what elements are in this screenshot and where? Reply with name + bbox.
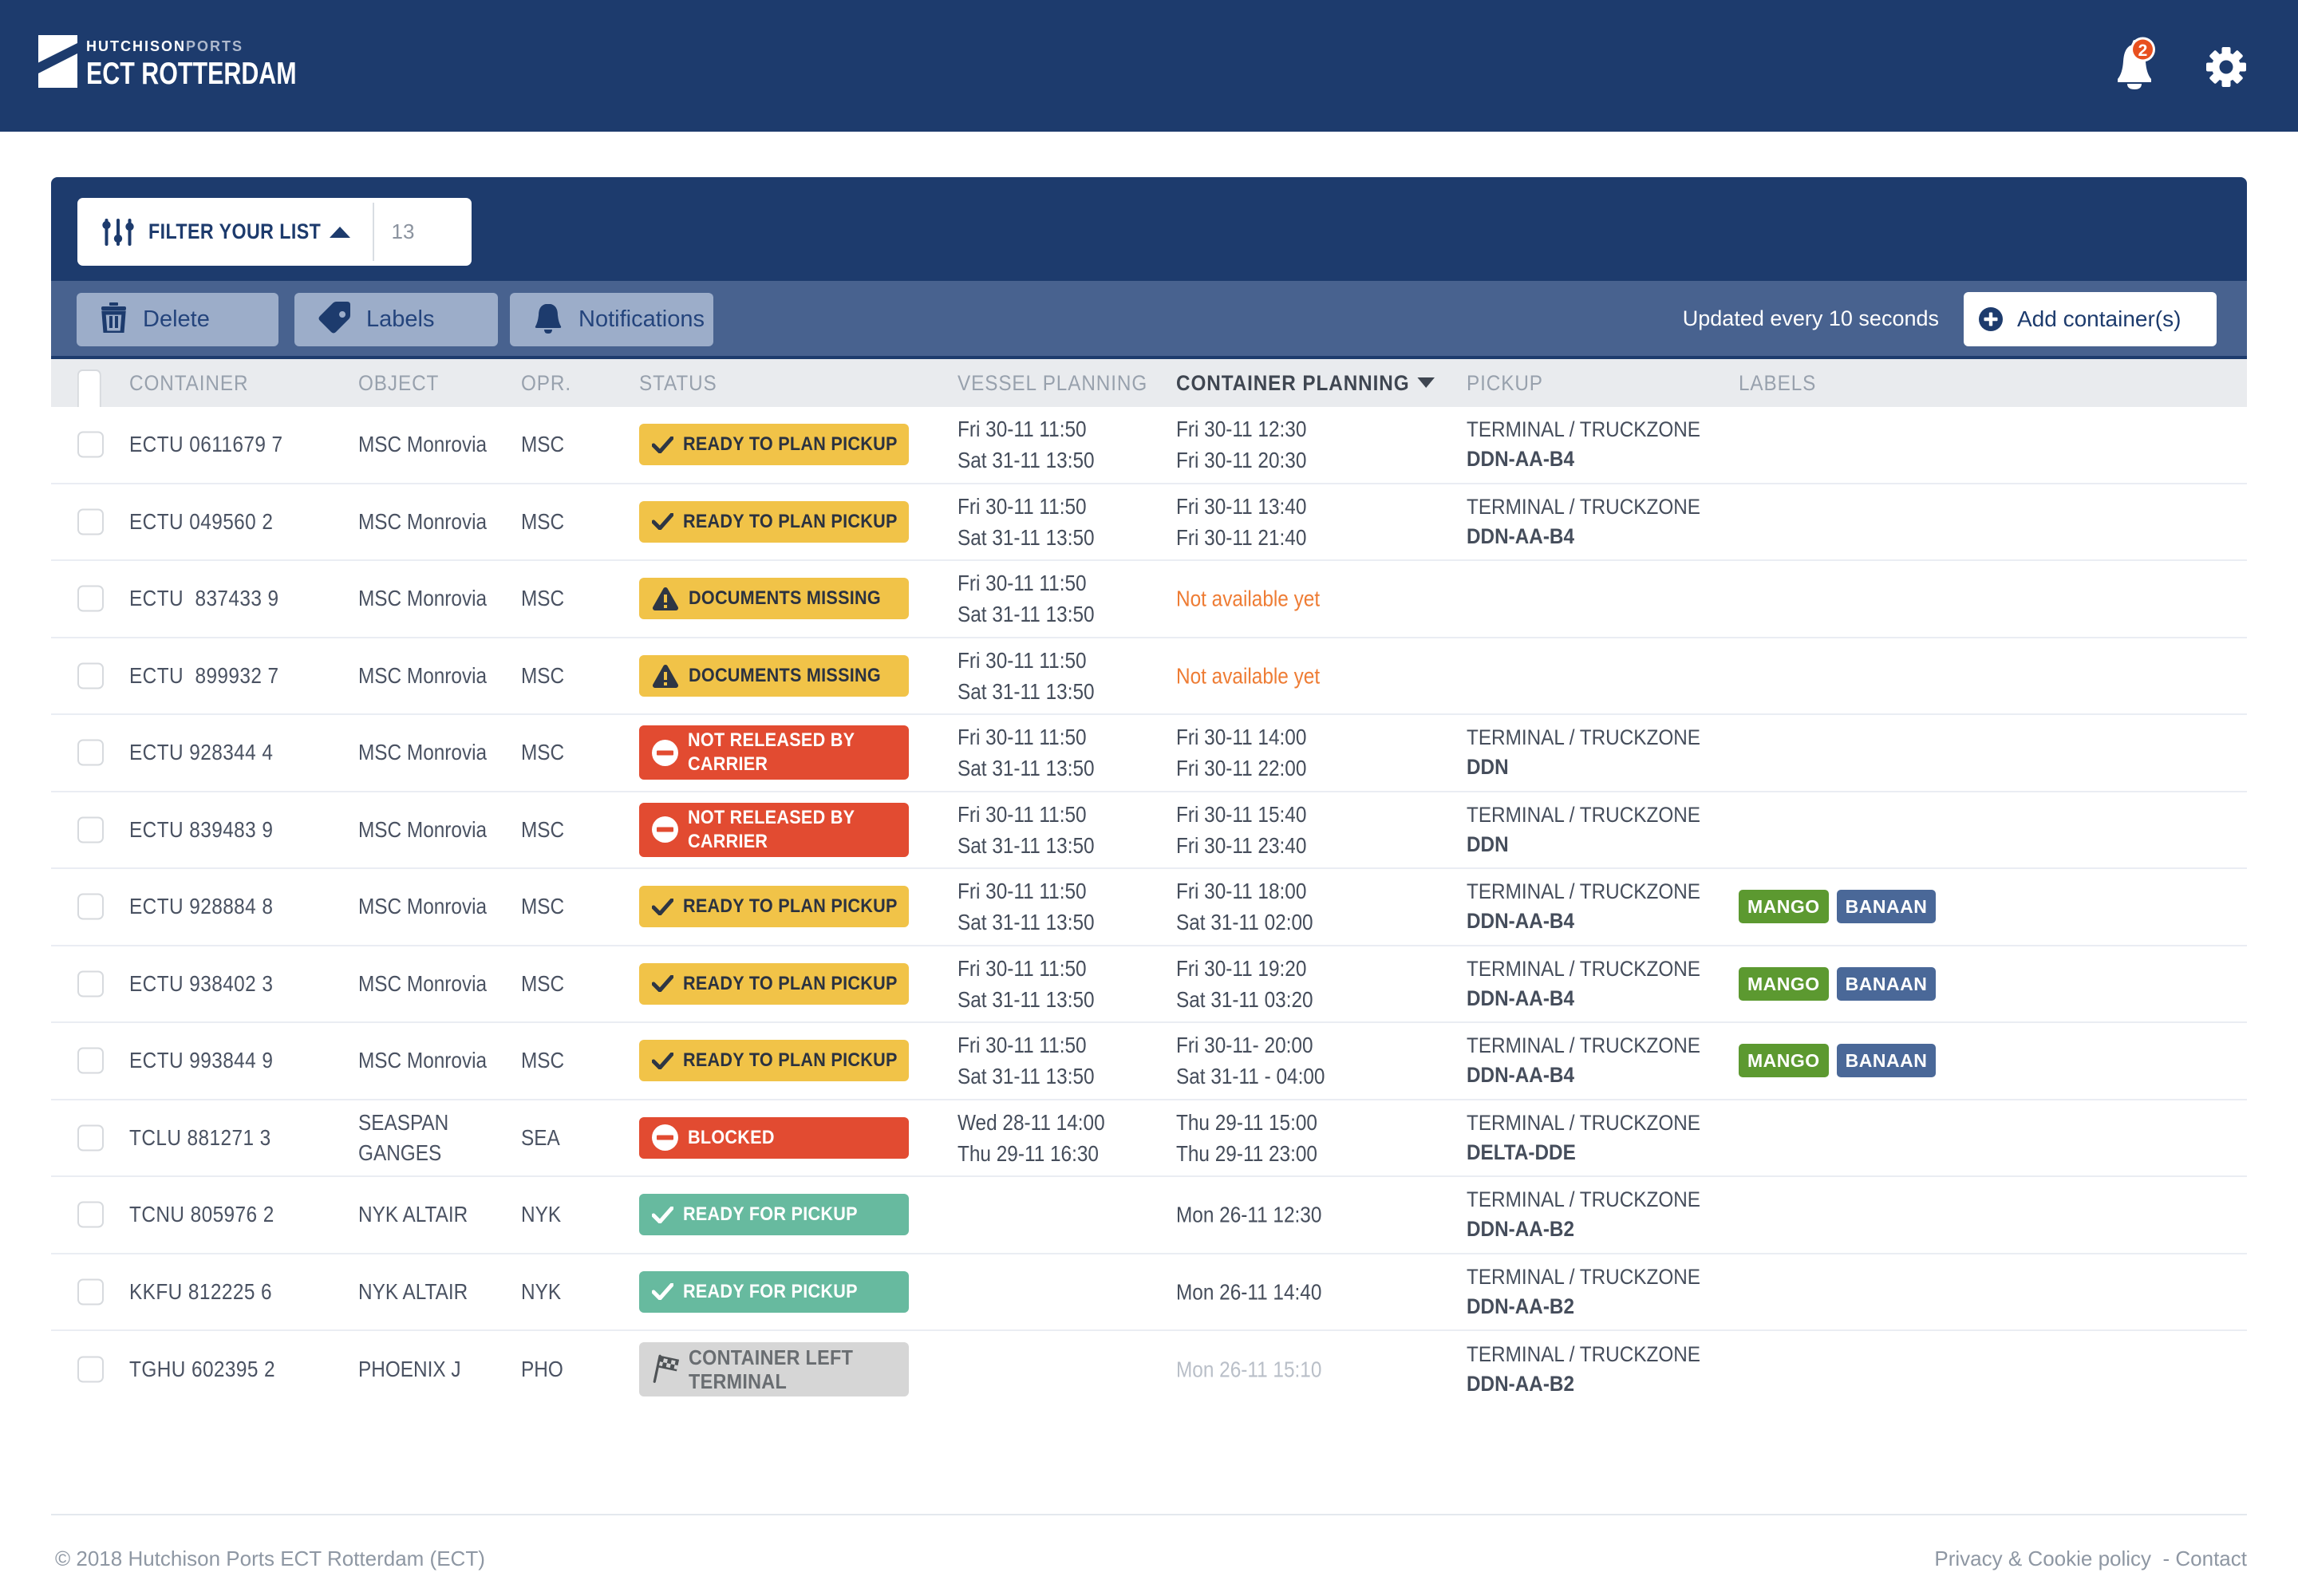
svg-text:2: 2 bbox=[2138, 41, 2148, 60]
